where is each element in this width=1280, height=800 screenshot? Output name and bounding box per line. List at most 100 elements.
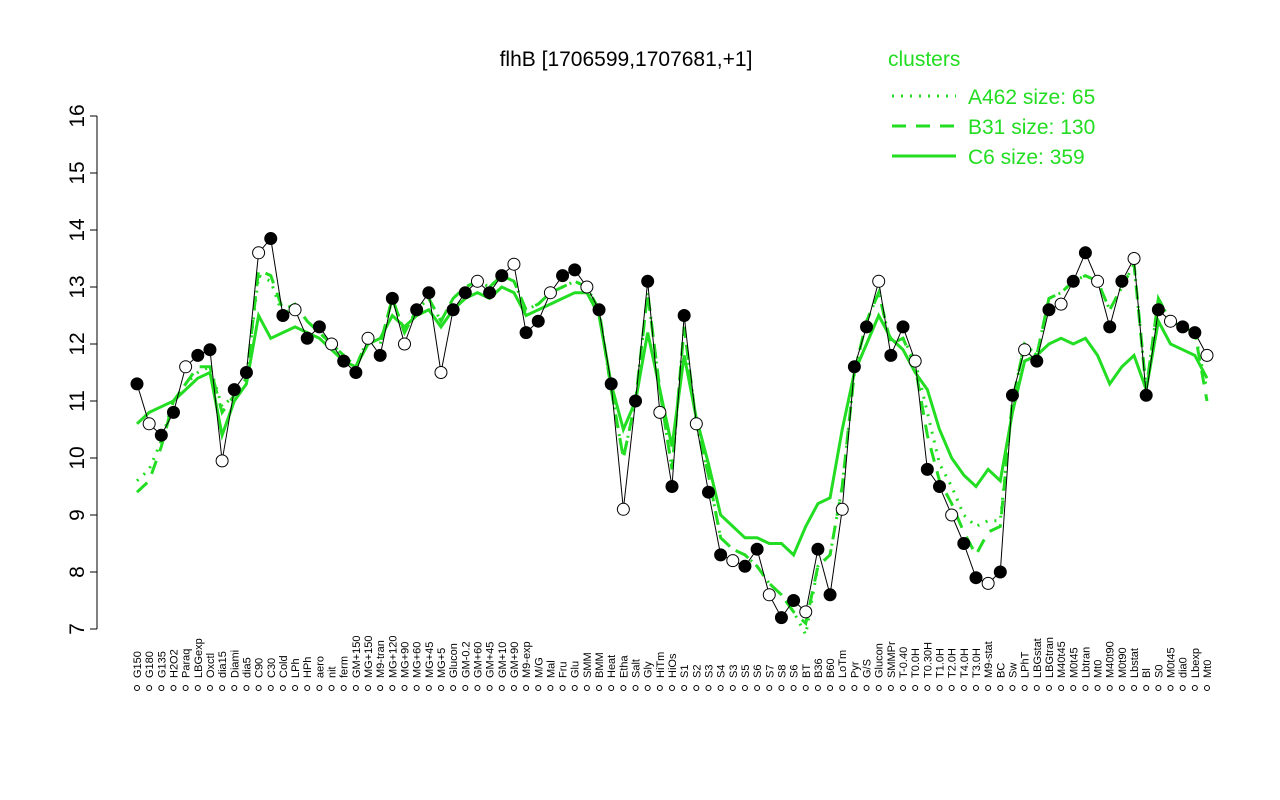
- x-tick-label: S7: [764, 665, 776, 678]
- x-tick: [778, 685, 785, 691]
- x-tick-label: MG+150: [363, 636, 375, 679]
- data-point: [677, 309, 691, 322]
- x-tick: [924, 685, 931, 691]
- x-tick-label: MG+60: [412, 642, 424, 678]
- data-point: [166, 405, 180, 419]
- data-point: [130, 377, 144, 391]
- x-tick: [158, 685, 165, 691]
- data-point: [203, 343, 217, 357]
- x-tick: [1118, 685, 1125, 691]
- x-tick: [1070, 685, 1077, 691]
- x-tick-label: M40t90: [1105, 641, 1117, 678]
- data-point: [531, 314, 545, 328]
- x-tick-label: aero: [314, 656, 326, 678]
- legend-label: B31 size: 130: [968, 116, 1095, 139]
- x-tick-label: M0t90: [1117, 647, 1129, 678]
- x-tick-label: Sw: [1007, 663, 1019, 678]
- x-tick: [292, 685, 299, 691]
- x-tick: [997, 685, 1004, 691]
- x-tick: [802, 685, 809, 691]
- x-tick: [644, 685, 651, 691]
- x-tick-label: LoTm: [837, 650, 849, 678]
- x-tick: [912, 685, 919, 691]
- data-point: [470, 274, 484, 288]
- x-tick: [1082, 685, 1089, 691]
- x-tick-label: Mt0: [1202, 660, 1214, 678]
- x-tick: [146, 685, 153, 691]
- x-tick-label: T-0.40: [898, 647, 910, 678]
- data-point: [312, 320, 326, 334]
- data-point: [410, 303, 424, 317]
- x-tick: [486, 685, 493, 691]
- data-point: [738, 559, 752, 573]
- data-point: [847, 360, 861, 374]
- data-point: [1176, 320, 1190, 334]
- x-tick-label: Mal: [545, 660, 557, 678]
- x-tick: [523, 685, 530, 691]
- x-tick: [875, 685, 882, 691]
- x-tick: [766, 685, 773, 691]
- data-point: [568, 263, 582, 277]
- x-tick: [1179, 685, 1186, 691]
- x-tick: [389, 685, 396, 691]
- x-tick: [705, 685, 712, 691]
- x-tick: [267, 685, 274, 691]
- x-tick: [741, 685, 748, 691]
- x-tick: [182, 685, 189, 691]
- data-point: [288, 303, 302, 317]
- x-tick-label: GM+90: [509, 642, 521, 678]
- x-tick-label: Lbtran: [1080, 647, 1092, 678]
- x-tick: [304, 685, 311, 691]
- x-tick-label: Diami: [229, 650, 241, 678]
- x-tick-label: Bl: [1141, 668, 1153, 678]
- x-tick-label: Glucon: [448, 643, 460, 678]
- data-point: [264, 232, 278, 246]
- data-point: [519, 326, 533, 340]
- data-point: [398, 337, 411, 351]
- x-tick-label: Cold: [278, 655, 290, 678]
- x-tick: [729, 685, 736, 691]
- x-tick-label: S3: [728, 665, 740, 678]
- x-tick-label: M9-tran: [375, 640, 387, 678]
- x-tick: [462, 685, 469, 691]
- x-tick-label: BT: [801, 664, 813, 678]
- x-tick-label: dia15: [217, 651, 229, 678]
- x-tick: [377, 685, 384, 691]
- x-tick: [827, 685, 834, 691]
- x-tick: [1143, 685, 1150, 691]
- data-point: [422, 286, 436, 300]
- data-point: [1054, 297, 1068, 311]
- x-tick: [693, 685, 700, 691]
- data-point: [629, 394, 643, 408]
- x-tick-label: S0: [1153, 665, 1165, 678]
- data-point: [1005, 388, 1019, 402]
- data-point: [1066, 274, 1080, 288]
- x-tick: [231, 685, 238, 691]
- x-tick-label: C30: [266, 658, 278, 678]
- data-point: [726, 554, 740, 568]
- x-tick-label: BC: [995, 663, 1007, 678]
- x-tick-label: Lbexp: [1190, 648, 1202, 678]
- x-tick-label: S2: [691, 665, 703, 678]
- x-tick: [316, 685, 323, 691]
- data-point: [872, 274, 886, 288]
- x-tick-label: GM+45: [485, 642, 497, 678]
- legend-label: A462 size: 65: [968, 86, 1095, 109]
- x-tick: [437, 685, 444, 691]
- data-point: [483, 286, 497, 300]
- x-tick: [814, 685, 821, 691]
- x-tick-label: H2O2: [168, 649, 180, 678]
- x-tick: [717, 685, 724, 691]
- data-point: [653, 405, 667, 419]
- data-point: [1151, 303, 1165, 317]
- data-point: [896, 320, 910, 334]
- data-point: [592, 303, 606, 317]
- x-tick-label: M40t45: [1056, 641, 1068, 678]
- x-tick-label: S1: [679, 665, 691, 678]
- x-tick-label: Fru: [558, 662, 570, 679]
- x-tick-label: S4: [716, 665, 728, 678]
- data-point: [191, 348, 205, 362]
- x-tick: [510, 685, 517, 691]
- x-tick-label: Paraq: [181, 649, 193, 678]
